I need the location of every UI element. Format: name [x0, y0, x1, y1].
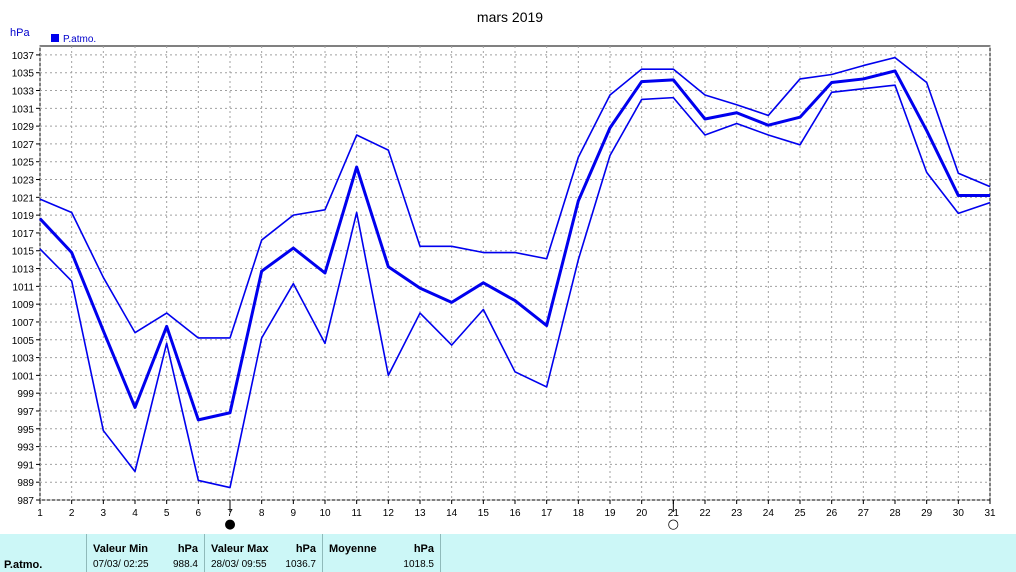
y-tick-label: 1019	[12, 211, 35, 222]
legend-swatch	[51, 34, 59, 42]
y-tick-label: 993	[17, 443, 34, 454]
x-tick-label: 19	[604, 508, 616, 519]
x-tick-label: 12	[383, 508, 395, 519]
y-tick-label: 1011	[12, 282, 34, 293]
stats-bar: P.atmo. Valeur Min hPa 07/03/ 02:25 988.…	[0, 534, 1016, 572]
stats-min-cell: Valeur Min hPa 07/03/ 02:25 988.4	[87, 534, 205, 572]
series-line-max	[39, 56, 991, 339]
x-tick-label: 9	[291, 508, 297, 519]
min-when: 07/03/ 02:25	[93, 559, 149, 570]
x-tick-label: 16	[509, 508, 521, 519]
x-tick-label: 11	[351, 508, 362, 519]
y-tick-label: 1029	[12, 122, 35, 133]
moon-phase-icon: ●	[224, 517, 235, 532]
moon-phase-icon: ○	[668, 517, 679, 532]
x-tick-label: 30	[953, 508, 965, 519]
x-tick-label: 2	[69, 508, 75, 519]
x-tick-label: 31	[984, 508, 996, 519]
mean-value: 1018.5	[403, 559, 434, 570]
x-tick-label: 29	[921, 508, 933, 519]
x-tick-label: 10	[319, 508, 331, 519]
x-tick-label: 28	[889, 508, 901, 519]
max-when: 28/03/ 09:55	[211, 559, 267, 570]
chart-title: mars 2019	[477, 9, 543, 25]
y-axis-unit: hPa	[10, 27, 30, 39]
x-tick-label: 8	[259, 508, 265, 519]
y-tick-label: 1031	[12, 104, 35, 115]
y-tick-label: 995	[17, 425, 34, 436]
x-tick-label: 3	[101, 508, 107, 519]
mean-header: Moyenne	[329, 543, 377, 555]
y-tick-label: 1001	[12, 371, 35, 382]
x-tick-label: 14	[446, 508, 458, 519]
y-tick-label: 1021	[12, 193, 35, 204]
pressure-chart: 9879899919939959979991001100310051007100…	[10, 9, 996, 532]
series-line-mean	[38, 69, 990, 422]
x-tick-label: 23	[731, 508, 743, 519]
y-tick-label: 989	[17, 478, 34, 489]
y-tick-label: 1009	[12, 300, 35, 311]
y-tick-label: 1027	[12, 140, 35, 151]
y-tick-label: 1015	[12, 247, 35, 258]
x-tick-label: 18	[573, 508, 585, 519]
x-tick-label: 21	[668, 508, 680, 519]
x-tick-label: 5	[164, 508, 170, 519]
y-tick-label: 1003	[12, 354, 35, 365]
x-tick-label: 13	[414, 508, 426, 519]
x-tick-label: 24	[763, 508, 775, 519]
y-tick-label: 1033	[12, 87, 35, 98]
x-tick-label: 1	[37, 508, 43, 519]
y-tick-label: 991	[17, 460, 34, 471]
max-unit: hPa	[295, 543, 316, 555]
x-tick-label: 25	[794, 508, 806, 519]
max-header: Valeur Max	[211, 543, 269, 555]
y-tick-label: 1035	[12, 69, 35, 80]
x-tick-label: 15	[478, 508, 490, 519]
stats-row-label: P.atmo.	[4, 559, 43, 571]
y-tick-label: 1007	[12, 318, 35, 329]
y-tick-label: 1037	[12, 51, 35, 62]
x-tick-label: 26	[826, 508, 838, 519]
y-tick-label: 1017	[12, 229, 35, 240]
y-tick-label: 1025	[12, 158, 35, 169]
stats-mean-cell: Moyenne hPa 1018.5	[323, 534, 441, 572]
stats-row-label-cell: P.atmo.	[0, 534, 87, 572]
y-tick-label: 997	[17, 407, 34, 418]
legend-label: P.atmo.	[63, 34, 96, 45]
y-tick-label: 1005	[12, 336, 35, 347]
x-tick-label: 20	[636, 508, 648, 519]
mean-unit: hPa	[413, 543, 434, 555]
max-value: 1036.7	[285, 559, 316, 570]
x-tick-label: 4	[132, 508, 138, 519]
min-value: 988.4	[172, 559, 198, 570]
y-tick-label: 1023	[12, 176, 35, 187]
x-tick-label: 6	[196, 508, 202, 519]
x-tick-label: 7	[227, 508, 233, 519]
min-unit: hPa	[177, 543, 198, 555]
y-tick-label: 987	[17, 496, 34, 507]
x-tick-label: 17	[541, 508, 553, 519]
y-tick-label: 1013	[12, 265, 35, 276]
min-header: Valeur Min	[93, 543, 149, 555]
series-line-min	[39, 84, 991, 489]
y-tick-label: 999	[17, 389, 34, 400]
x-tick-label: 27	[858, 508, 870, 519]
stats-max-cell: Valeur Max hPa 28/03/ 09:55 1036.7	[205, 534, 323, 572]
x-tick-label: 22	[699, 508, 711, 519]
